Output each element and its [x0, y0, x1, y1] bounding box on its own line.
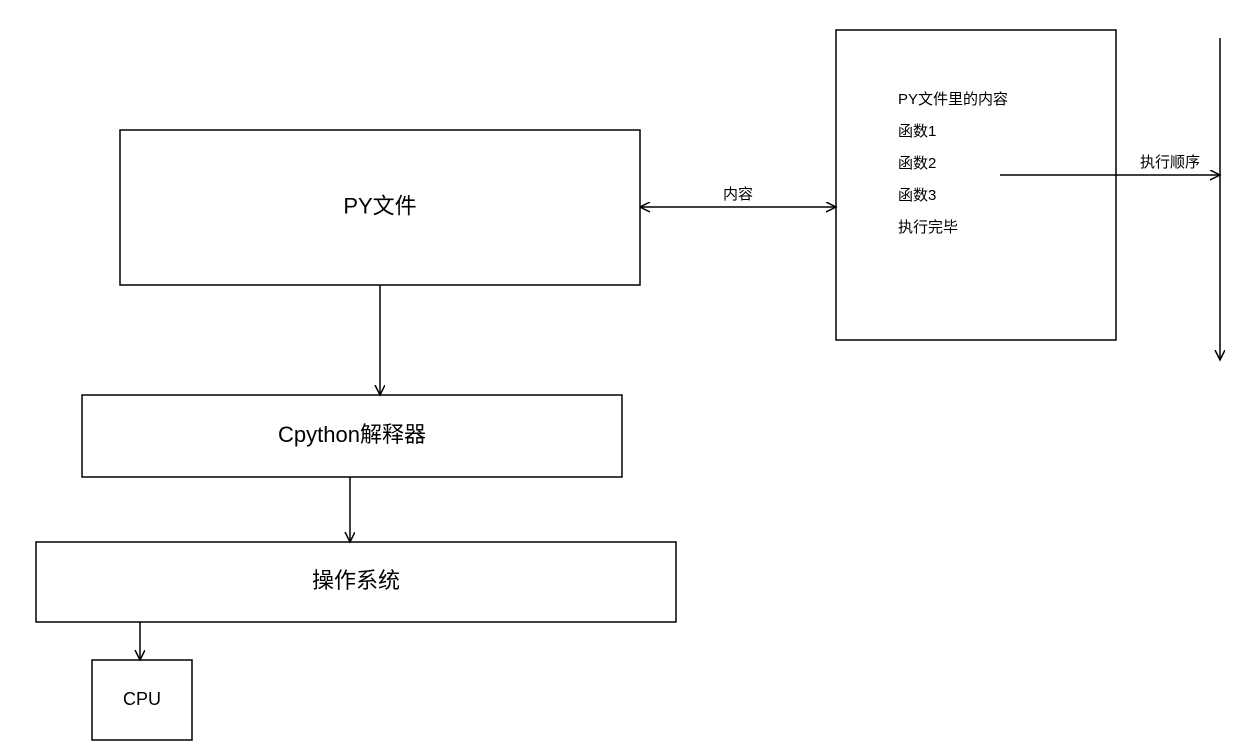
content-list-item-3: 函数3 [898, 187, 936, 204]
node-label-cpython: Cpython解释器 [278, 422, 426, 447]
content-list-item-0: PY文件里的内容 [898, 91, 1008, 108]
node-os: 操作系统 [36, 542, 676, 622]
node-cpu: CPU [92, 660, 192, 740]
node-py_file: PY文件 [120, 130, 640, 285]
flowchart-diagram: PY文件 Cpython解释器操作系统 CPU PY文件里的内容函数1 函数2 函数3 执行… [0, 0, 1241, 747]
node-label-os: 操作系统 [312, 568, 400, 593]
node-label-cpu: CPU [123, 689, 161, 709]
node-cpython: Cpython解释器 [82, 395, 622, 477]
content-list-item-1: 函数1 [898, 123, 936, 140]
content-list-item-4: 执行完毕 [898, 219, 958, 236]
edge-label-content_to_order: 执行顺序 [1140, 154, 1200, 171]
edge-label-py_to_content: 内容 [723, 186, 753, 203]
node-py_content [836, 30, 1116, 340]
content-list-item-2: 函数2 [898, 155, 936, 172]
node-label-py_file: PY文件 [343, 193, 416, 218]
